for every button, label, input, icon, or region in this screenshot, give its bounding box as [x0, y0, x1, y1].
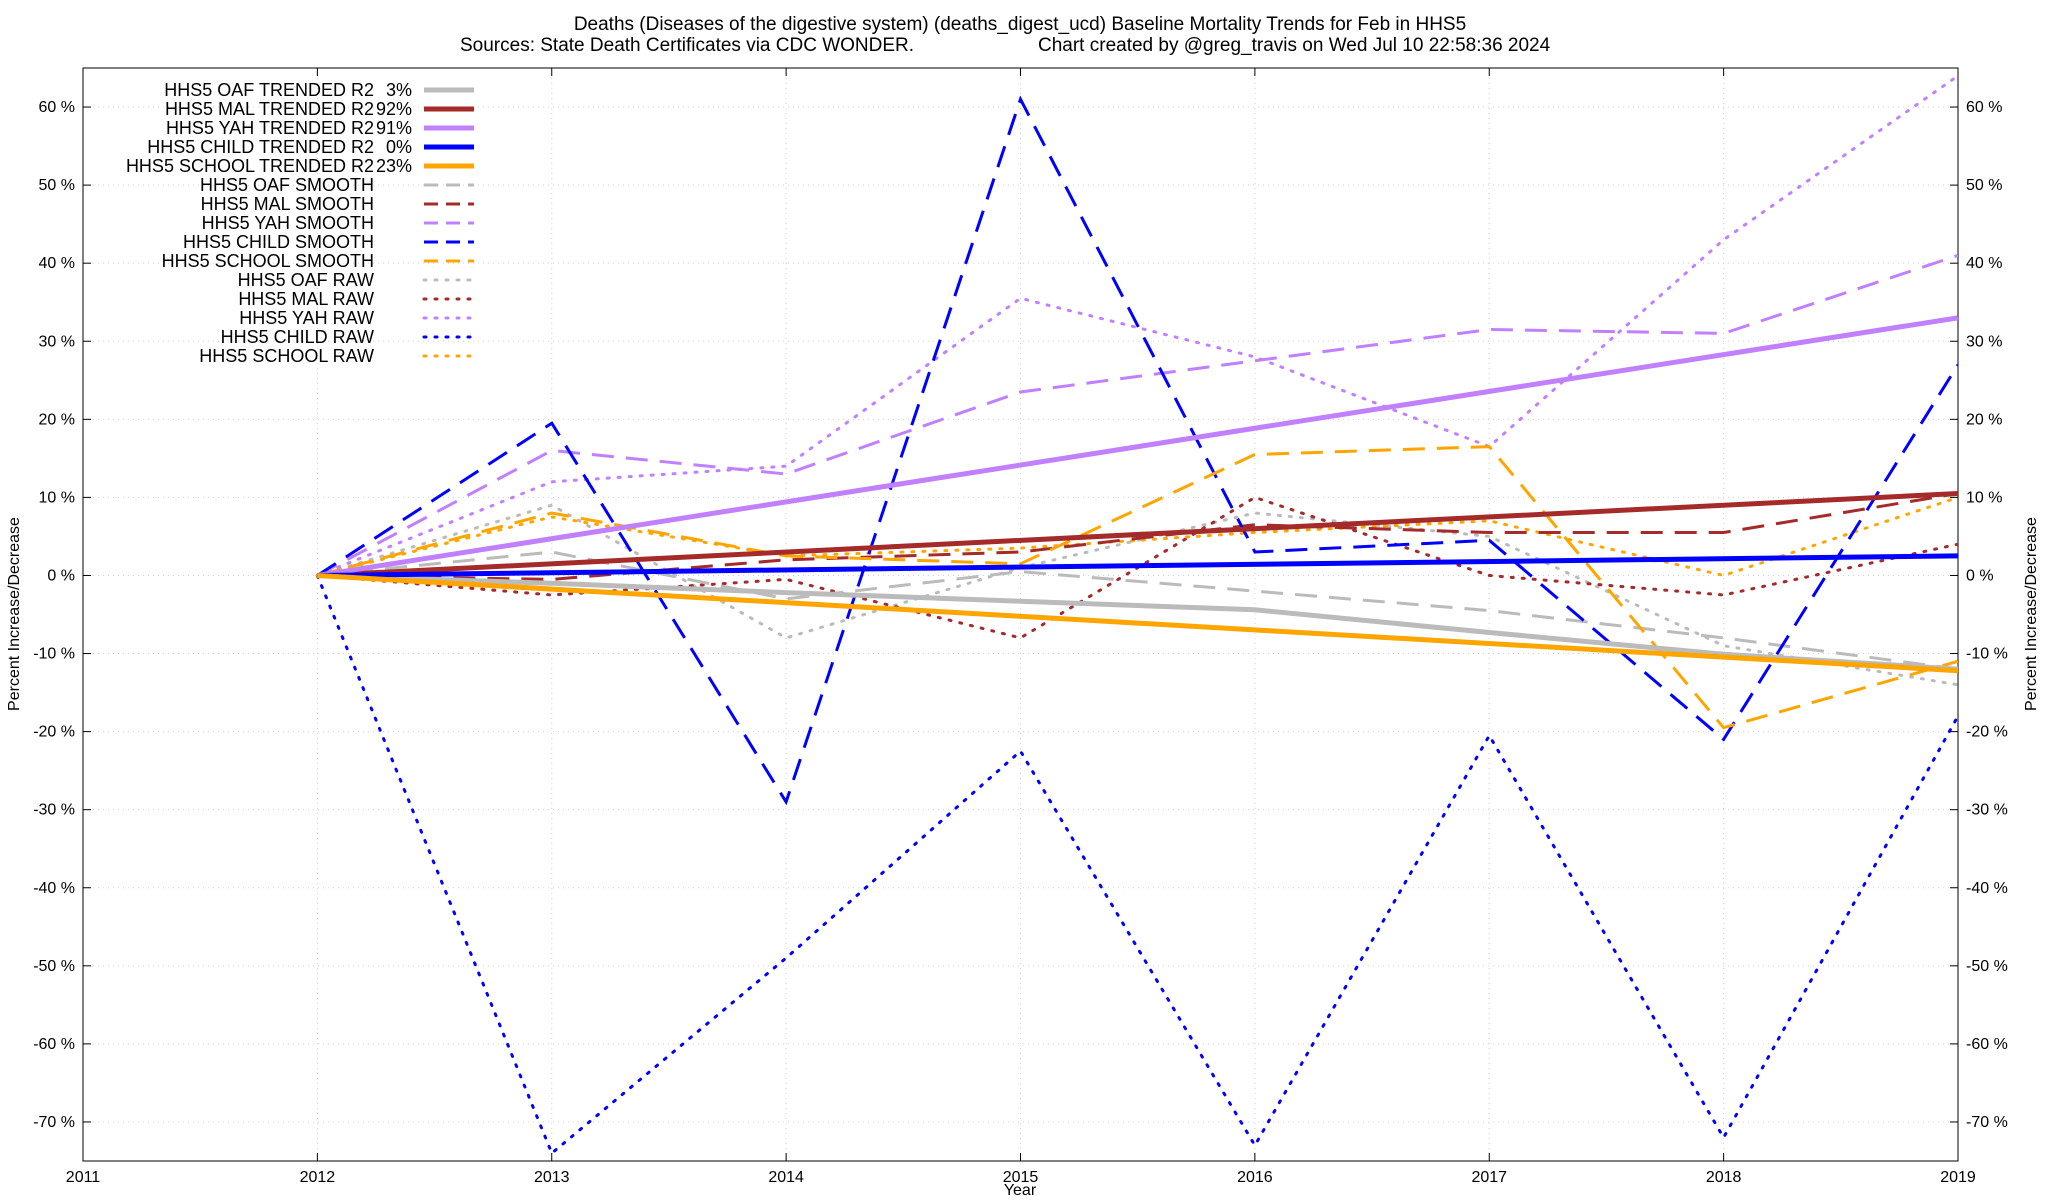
x-tick-label: 2011 — [66, 1169, 101, 1186]
y-tick-label-right: 10 % — [1966, 489, 2002, 506]
y-tick-label-right: 20 % — [1966, 411, 2002, 428]
y-tick-label-right: 40 % — [1966, 255, 2002, 272]
x-tick-label: 2012 — [300, 1169, 336, 1186]
series-line-hhs5-school-trended-r2 — [317, 573, 1958, 674]
legend-label: HHS5 CHILD SMOOTH — [183, 232, 374, 252]
series-line-hhs5-school-smooth — [317, 445, 1958, 730]
y-tick-label-right: -40 % — [1966, 880, 2008, 897]
x-tick-label: 2015 — [1003, 1169, 1039, 1186]
x-axis-title: Year — [1004, 1182, 1037, 1199]
series-line-hhs5-child-smooth — [316, 95, 1958, 806]
y-axis-title-right: Percent Increase/Decrease — [2023, 517, 2040, 711]
y-tick-label-right: -60 % — [1966, 1036, 2008, 1053]
legend-r2-value: 0% — [386, 137, 412, 157]
legend-r2-value: 3% — [386, 80, 412, 100]
legend-label: HHS5 SCHOOL SMOOTH — [162, 251, 374, 271]
y-tick-label: -40 % — [33, 880, 75, 897]
y-tick-label: -50 % — [33, 958, 75, 975]
chart-title: Deaths (Diseases of the digestive system… — [574, 14, 1466, 35]
x-tick-label: 2019 — [1940, 1169, 1976, 1186]
legend-r2-value: 91% — [376, 118, 412, 138]
x-tick-label: 2014 — [768, 1169, 804, 1186]
series-line-hhs5-yah-raw — [315, 74, 1958, 577]
y-tick-label: -20 % — [33, 724, 75, 741]
y-tick-label-right: -30 % — [1966, 802, 2008, 819]
y-tick-label-right: -10 % — [1966, 646, 2008, 663]
x-tick-label: 2018 — [1706, 1169, 1742, 1186]
x-tick-label: 2013 — [534, 1169, 570, 1186]
y-tick-label: -30 % — [33, 802, 75, 819]
y-tick-label-right: 50 % — [1966, 177, 2002, 194]
y-tick-label: 0 % — [47, 567, 75, 584]
series-line-hhs5-child-raw — [315, 574, 1958, 1156]
chart-source-note: Sources: State Death Certificates via CD… — [460, 35, 914, 56]
legend-label: HHS5 YAH SMOOTH — [202, 213, 374, 233]
y-tick-label: -60 % — [33, 1036, 75, 1053]
y-tick-label-right: 30 % — [1966, 333, 2002, 350]
x-tick-label: 2016 — [1237, 1169, 1273, 1186]
y-tick-label: 40 % — [39, 255, 75, 272]
series-line-hhs5-oaf-trended-r2 — [317, 573, 1958, 672]
series-lines — [315, 74, 1958, 1156]
y-tick-label-right: 60 % — [1966, 99, 2002, 116]
series-line-hhs5-oaf-raw — [315, 503, 1958, 687]
legend-r2-value: 92% — [376, 99, 412, 119]
legend-label: HHS5 OAF TRENDED R2 — [164, 80, 374, 100]
legend: HHS5 OAF TRENDED R2 3% HHS5 MAL TRENDED R2… — [126, 80, 476, 366]
y-tick-label-right: -50 % — [1966, 958, 2008, 975]
chart-credit-note: Chart created by @greg_travis on Wed Jul… — [1038, 35, 1551, 56]
legend-label: HHS5 SCHOOL TRENDED R2 — [126, 156, 374, 176]
series-line-hhs5-mal-smooth — [317, 492, 1958, 581]
y-tick-label: 20 % — [39, 411, 75, 428]
y-tick-label-right: -70 % — [1966, 1114, 2008, 1131]
axis-ticks: 2011 2012 2013 2014 2015 2016 2017 2018 2019 60 %… — [33, 68, 2008, 1186]
legend-r2-value: 23% — [376, 156, 412, 176]
legend-label: HHS5 CHILD RAW — [221, 327, 374, 347]
legend-label: HHS5 YAH RAW — [239, 308, 374, 328]
legend-label: HHS5 OAF SMOOTH — [200, 175, 374, 195]
series-line-hhs5-mal-trended-r2 — [317, 491, 1958, 578]
legend-label: HHS5 SCHOOL RAW — [199, 346, 374, 366]
legend-label: HHS5 YAH TRENDED R2 — [166, 118, 374, 138]
y-axis-title-left: Percent Increase/Decrease — [6, 517, 23, 711]
y-tick-label: -10 % — [33, 646, 75, 663]
series-line-hhs5-yah-trended-r2 — [317, 315, 1958, 578]
y-tick-label: 30 % — [39, 333, 75, 350]
y-tick-label-right: -20 % — [1966, 724, 2008, 741]
series-line-hhs5-child-trended-r2 — [317, 553, 1958, 578]
legend-label: HHS5 MAL TRENDED R2 — [165, 99, 374, 119]
y-tick-label-right: 0 % — [1966, 567, 1994, 584]
legend-label: HHS5 OAF RAW — [238, 270, 374, 290]
x-tick-label: 2017 — [1471, 1169, 1507, 1186]
legend-label: HHS5 MAL RAW — [238, 289, 374, 309]
y-tick-label: 50 % — [39, 177, 75, 194]
y-tick-label: -70 % — [33, 1114, 75, 1131]
y-tick-label: 10 % — [39, 489, 75, 506]
legend-label: HHS5 CHILD TRENDED R2 — [147, 137, 374, 157]
legend-label: HHS5 MAL SMOOTH — [201, 194, 374, 214]
series-line-hhs5-yah-smooth — [316, 253, 1958, 577]
y-tick-label: 60 % — [39, 99, 75, 116]
